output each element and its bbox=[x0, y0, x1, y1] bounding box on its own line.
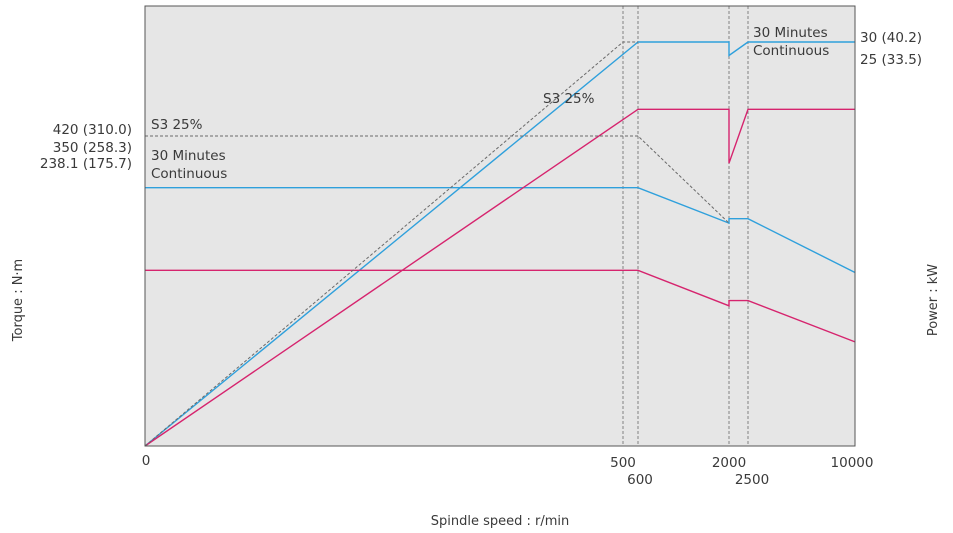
power-tick-30min: 30 (40.2) bbox=[860, 30, 922, 46]
x-tick-2000: 2000 bbox=[712, 455, 746, 471]
x-axis-title: Spindle speed : r/min bbox=[431, 514, 570, 529]
y-axis-title-torque: Torque : N·m bbox=[11, 259, 26, 342]
power-curve-thirty-minutes bbox=[144, 41, 855, 447]
x-tick-600: 600 bbox=[627, 472, 653, 488]
torque-label-30min: 30 Minutes bbox=[151, 148, 226, 164]
plot-frame bbox=[144, 5, 856, 447]
torque-label-s3: S3 25% bbox=[151, 117, 203, 133]
x-tick-0: 0 bbox=[142, 453, 151, 469]
curve-group bbox=[144, 41, 856, 447]
torque-tick-30min: 350 (258.3) bbox=[53, 140, 132, 156]
torque-curve-thirty-minutes bbox=[145, 186, 856, 274]
y-axis-title-power: Power : kW bbox=[926, 264, 941, 336]
power-tick-continuous: 25 (33.5) bbox=[860, 52, 922, 68]
power-label-s3: S3 25% bbox=[543, 91, 595, 107]
plot-area bbox=[145, 6, 855, 446]
torque-curve-continuous bbox=[145, 269, 856, 343]
x-tick-500: 500 bbox=[610, 455, 636, 471]
torque-tick-continuous: 238.1 (175.7) bbox=[40, 156, 132, 172]
power-label-30min: 30 Minutes bbox=[753, 25, 828, 41]
power-curve-s3-25 bbox=[144, 41, 638, 447]
power-curve-continuous bbox=[144, 108, 855, 447]
power-label-continuous: Continuous bbox=[753, 43, 829, 59]
x-tick-10000: 10000 bbox=[831, 455, 874, 471]
torque-curve-s3-25 bbox=[145, 135, 730, 224]
torque-label-continuous: Continuous bbox=[151, 166, 227, 182]
torque-tick-s3: 420 (310.0) bbox=[53, 122, 132, 138]
x-tick-2500: 2500 bbox=[735, 472, 769, 488]
